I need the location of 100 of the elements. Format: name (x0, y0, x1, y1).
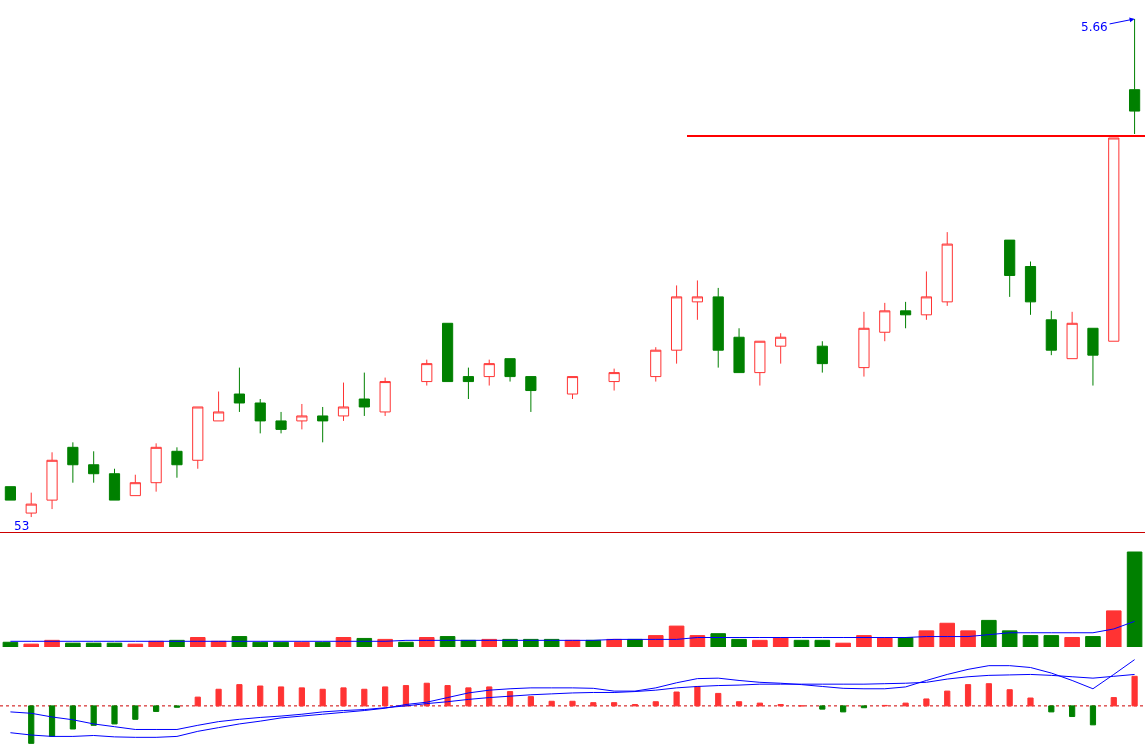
bar (340, 687, 347, 707)
bar (814, 639, 831, 647)
candlestick (46, 451, 58, 510)
candlestick (192, 406, 204, 470)
candlestick (775, 332, 787, 365)
bar (923, 698, 930, 707)
bar (2, 641, 19, 647)
bar (1110, 697, 1117, 707)
bar (1043, 635, 1060, 647)
bar (752, 639, 768, 647)
bar (398, 641, 414, 647)
bar (981, 619, 997, 647)
bar (735, 701, 743, 707)
bar (918, 630, 935, 647)
bar (1085, 636, 1101, 647)
bar (902, 702, 909, 707)
bar (1069, 705, 1076, 718)
candlestick (608, 368, 620, 392)
bar (1089, 705, 1097, 726)
text: 53 (14, 519, 30, 533)
candlestick (1004, 239, 1016, 298)
candlestick (296, 403, 308, 430)
candlestick (712, 287, 724, 369)
bar (793, 639, 810, 647)
candlestick (754, 340, 766, 387)
bar (1064, 637, 1080, 647)
bar (85, 642, 102, 647)
candlestick (899, 301, 912, 329)
bar (1048, 705, 1055, 713)
bar (418, 637, 435, 647)
bar (960, 630, 976, 647)
bar (252, 641, 269, 647)
bar (652, 701, 659, 707)
bar (273, 641, 289, 647)
candlestick (129, 474, 141, 497)
bar (673, 691, 680, 707)
bar (985, 683, 992, 707)
bar (1131, 675, 1138, 707)
bar (231, 636, 248, 647)
candlestick (275, 411, 287, 434)
bar (835, 642, 851, 647)
bar (215, 688, 222, 707)
candlestick (691, 279, 704, 321)
candlestick (879, 302, 891, 342)
bar (1001, 630, 1018, 647)
bar (647, 635, 664, 647)
bar (423, 682, 430, 707)
candlestick (4, 486, 17, 501)
candlestick (379, 377, 391, 417)
candlestick (1024, 261, 1037, 316)
bar (236, 684, 243, 707)
candlestick (233, 367, 246, 413)
bar (756, 702, 763, 707)
candlestick (1087, 327, 1099, 387)
bar (590, 702, 597, 707)
candlestick (421, 359, 433, 387)
bar (189, 637, 206, 647)
bar (294, 641, 310, 647)
bar (876, 637, 893, 647)
bar (668, 625, 685, 647)
bar (1006, 689, 1013, 707)
bar (897, 637, 914, 647)
bar (277, 686, 285, 707)
candlestick (67, 441, 79, 484)
annotation: 5.66 (1081, 20, 1108, 34)
bar (65, 642, 81, 647)
bar (944, 690, 951, 707)
candlestick (733, 327, 745, 374)
bar (257, 685, 264, 707)
bar (90, 705, 97, 726)
candlestick (816, 340, 828, 374)
candlestick (462, 367, 475, 400)
bar (111, 705, 118, 725)
candlestick (337, 382, 350, 422)
bar (153, 705, 160, 712)
candlestick (25, 492, 37, 518)
candlestick (650, 346, 662, 383)
candlestick (150, 442, 162, 493)
bar (439, 636, 456, 647)
bar (361, 688, 368, 707)
bar (569, 700, 576, 707)
bar (127, 643, 144, 647)
candlestick (1066, 311, 1078, 360)
bar (69, 705, 76, 730)
bar (939, 622, 956, 647)
candlestick (171, 446, 183, 479)
bar (819, 705, 826, 710)
candlestick (254, 398, 266, 434)
bar (1126, 551, 1143, 647)
bar (132, 705, 139, 720)
bar (1022, 635, 1039, 647)
candlestick (525, 376, 537, 413)
bar (319, 688, 326, 707)
candlestick (858, 311, 870, 378)
candlestick (920, 270, 933, 321)
bar (506, 691, 514, 707)
candlestick (941, 231, 953, 307)
bar (314, 641, 331, 647)
bar (694, 685, 701, 707)
candlestick (88, 450, 100, 484)
